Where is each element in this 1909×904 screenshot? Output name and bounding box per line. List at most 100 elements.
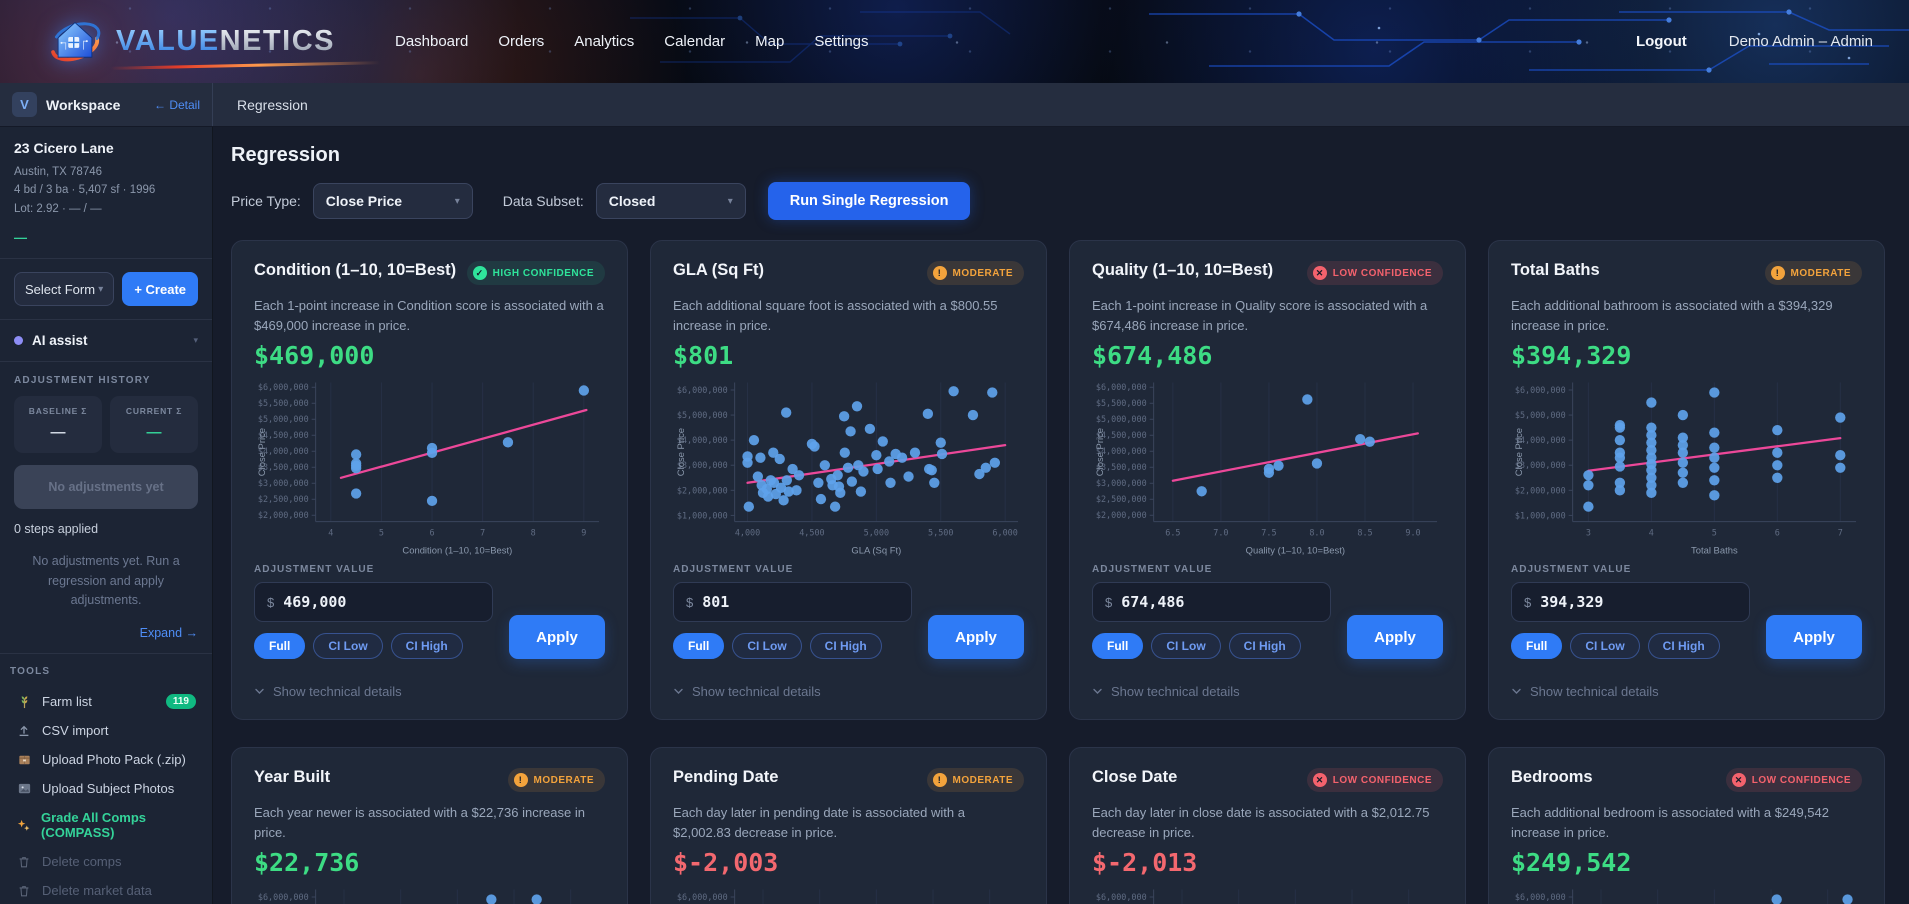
price-type-dropdown[interactable]: Close Price ▾ bbox=[312, 183, 473, 219]
ci-pill-full[interactable]: Full bbox=[673, 633, 725, 660]
svg-text:$5,000,000: $5,000,000 bbox=[1096, 415, 1147, 425]
sidebar-item-grade-all-comps-compass[interactable]: Grade All Comps (COMPASS) bbox=[10, 803, 202, 847]
user-label[interactable]: Demo Admin – Admin bbox=[1728, 33, 1873, 50]
adjustment-value-field[interactable] bbox=[702, 593, 899, 612]
sidebar-item-upload-subject-photos[interactable]: Upload Subject Photos bbox=[10, 774, 202, 803]
adjustment-amount: $22,736 bbox=[254, 848, 360, 878]
nav-item-calendar[interactable]: Calendar bbox=[664, 33, 726, 50]
nav-item-orders[interactable]: Orders bbox=[498, 33, 545, 50]
property-city: Austin, TX 78746 bbox=[14, 166, 103, 178]
workspace-avatar: V bbox=[12, 92, 37, 117]
select-form-dropdown[interactable]: Select Form ▾ bbox=[14, 272, 115, 307]
ci-pill-full[interactable]: Full bbox=[1511, 633, 1563, 660]
show-technical-details-toggle[interactable]: Show technical details bbox=[673, 670, 1024, 699]
brand[interactable]: VALUENETICS bbox=[48, 15, 381, 70]
expand-link[interactable]: Expand → bbox=[139, 626, 198, 641]
svg-text:$1,000,000: $1,000,000 bbox=[677, 511, 728, 521]
svg-text:$4,500,000: $4,500,000 bbox=[1096, 431, 1147, 441]
apply-button[interactable]: Apply bbox=[1347, 615, 1443, 660]
confidence-badge: ! MODERATE bbox=[926, 768, 1024, 792]
svg-text:$3,500,000: $3,500,000 bbox=[1096, 463, 1147, 473]
adjustment-value-input[interactable]: $ bbox=[673, 582, 912, 623]
svg-text:6: 6 bbox=[429, 528, 434, 538]
card-title: Bedrooms bbox=[1511, 768, 1593, 786]
show-technical-details-toggle[interactable]: Show technical details bbox=[1511, 670, 1862, 699]
ai-assist-toggle[interactable]: AI assist ▾ bbox=[14, 333, 198, 348]
no-adjustments-button: No adjustments yet bbox=[14, 465, 198, 510]
page-title: Regression bbox=[231, 144, 340, 166]
show-technical-details-toggle[interactable]: Show technical details bbox=[254, 670, 605, 699]
sidebar-item-delete-market-data[interactable]: Delete market data bbox=[10, 876, 202, 904]
chevron-down-icon: ▾ bbox=[727, 195, 733, 207]
confidence-label: LOW CONFIDENCE bbox=[1332, 774, 1432, 786]
svg-text:7: 7 bbox=[1838, 528, 1843, 538]
tool-label: Grade All Comps (COMPASS) bbox=[41, 810, 146, 841]
svg-text:$3,500,000: $3,500,000 bbox=[258, 463, 309, 473]
ci-pill-full[interactable]: Full bbox=[254, 633, 306, 660]
confidence-label: MODERATE bbox=[952, 267, 1013, 279]
nav-links: Dashboard Orders Analytics Calendar Map Setti… bbox=[395, 33, 869, 50]
adjustment-value-field[interactable] bbox=[1540, 593, 1737, 612]
steps-applied: 0 steps applied bbox=[14, 522, 99, 537]
details-label: Show technical details bbox=[1530, 684, 1659, 699]
adjustment-value-input[interactable]: $ bbox=[1511, 582, 1750, 623]
scatter-chart: $2,000,000 $2,500,000 $3,000,000 $3,500,000… bbox=[257, 383, 600, 557]
adjustment-value-field[interactable] bbox=[283, 593, 480, 612]
svg-text:Condition (1–10, 10=Best): Condition (1–10, 10=Best) bbox=[402, 546, 512, 557]
apply-button[interactable]: Apply bbox=[509, 615, 605, 660]
adjustment-amount: $674,486 bbox=[1092, 341, 1213, 371]
svg-text:$6,000,000: $6,000,000 bbox=[677, 892, 728, 902]
logout-button[interactable]: Logout bbox=[1635, 33, 1687, 50]
confidence-label: MODERATE bbox=[952, 774, 1013, 786]
ci-pill-ci-low[interactable]: CI Low bbox=[732, 633, 802, 660]
adjustment-value-input[interactable]: $ bbox=[1092, 582, 1331, 623]
ci-pill-ci-high[interactable]: CI High bbox=[390, 633, 463, 660]
confidence-badge: ✕ LOW CONFIDENCE bbox=[1725, 768, 1862, 792]
sidebar-item-delete-comps[interactable]: Delete comps bbox=[10, 847, 202, 876]
nav-item-dashboard[interactable]: Dashboard bbox=[394, 33, 469, 50]
apply-button[interactable]: Apply bbox=[928, 615, 1024, 660]
nav-item-analytics[interactable]: Analytics bbox=[574, 33, 635, 50]
nav-item-settings[interactable]: Settings bbox=[814, 33, 869, 50]
svg-text:$3,000,000: $3,000,000 bbox=[1515, 461, 1566, 471]
adjustment-history-section: ADJUSTMENT HISTORY BASELINE Σ — CURRENT … bbox=[0, 362, 212, 655]
sidebar-item-farm-list[interactable]: Farm list 119 bbox=[10, 687, 202, 716]
regression-card-year-built: Year Built ! MODERATE Each year newer is… bbox=[231, 747, 628, 904]
svg-text:Quality (1–10, 10=Best): Quality (1–10, 10=Best) bbox=[1246, 546, 1345, 557]
ci-pill-ci-high[interactable]: CI High bbox=[809, 633, 882, 660]
nav-right: Logout Demo Admin – Admin bbox=[1636, 33, 1873, 50]
ci-pill-ci-low[interactable]: CI Low bbox=[1151, 633, 1221, 660]
workspace-title: Workspace bbox=[46, 96, 121, 113]
details-label: Show technical details bbox=[692, 684, 821, 699]
apply-button[interactable]: Apply bbox=[1766, 615, 1862, 660]
confidence-label: HIGH CONFIDENCE bbox=[492, 267, 594, 279]
sidebar-item-csv-import[interactable]: CSV import bbox=[10, 716, 202, 745]
ai-status-dot bbox=[14, 336, 23, 346]
ci-pill-ci-high[interactable]: CI High bbox=[1647, 633, 1720, 660]
svg-text:$1,000,000: $1,000,000 bbox=[1515, 511, 1566, 521]
show-technical-details-toggle[interactable]: Show technical details bbox=[1092, 670, 1443, 699]
adjustment-value-field[interactable] bbox=[1121, 593, 1318, 612]
details-label: Show technical details bbox=[1111, 684, 1240, 699]
create-button[interactable]: + Create bbox=[122, 272, 198, 307]
adjustment-value-input[interactable]: $ bbox=[254, 582, 493, 623]
svg-text:8.5: 8.5 bbox=[1357, 528, 1372, 538]
data-subset-dropdown[interactable]: Closed ▾ bbox=[595, 183, 746, 219]
tool-label: Farm list bbox=[42, 694, 92, 710]
run-single-regression-button[interactable]: Run Single Regression bbox=[767, 182, 971, 220]
svg-text:$5,500,000: $5,500,000 bbox=[258, 399, 309, 409]
ci-pill-ci-low[interactable]: CI Low bbox=[313, 633, 383, 660]
card-title: Pending Date bbox=[673, 768, 779, 786]
svg-text:5: 5 bbox=[379, 528, 384, 538]
sidebar-item-upload-photo-pack-zip[interactable]: Upload Photo Pack (.zip) bbox=[10, 745, 202, 774]
ci-pill-ci-high[interactable]: CI High bbox=[1228, 633, 1301, 660]
current-value: — bbox=[146, 424, 162, 442]
tools-list: Farm list 119 CSV import Upload Photo Pack … bbox=[10, 687, 202, 904]
ci-pill-group: Full CI Low CI High bbox=[673, 633, 912, 660]
detail-link[interactable]: ← Detail bbox=[153, 97, 200, 112]
svg-text:$4,000,000: $4,000,000 bbox=[1096, 447, 1147, 457]
ci-pill-ci-low[interactable]: CI Low bbox=[1570, 633, 1640, 660]
card-title: GLA (Sq Ft) bbox=[673, 261, 765, 279]
nav-item-map[interactable]: Map bbox=[755, 33, 785, 50]
ci-pill-full[interactable]: Full bbox=[1092, 633, 1144, 660]
